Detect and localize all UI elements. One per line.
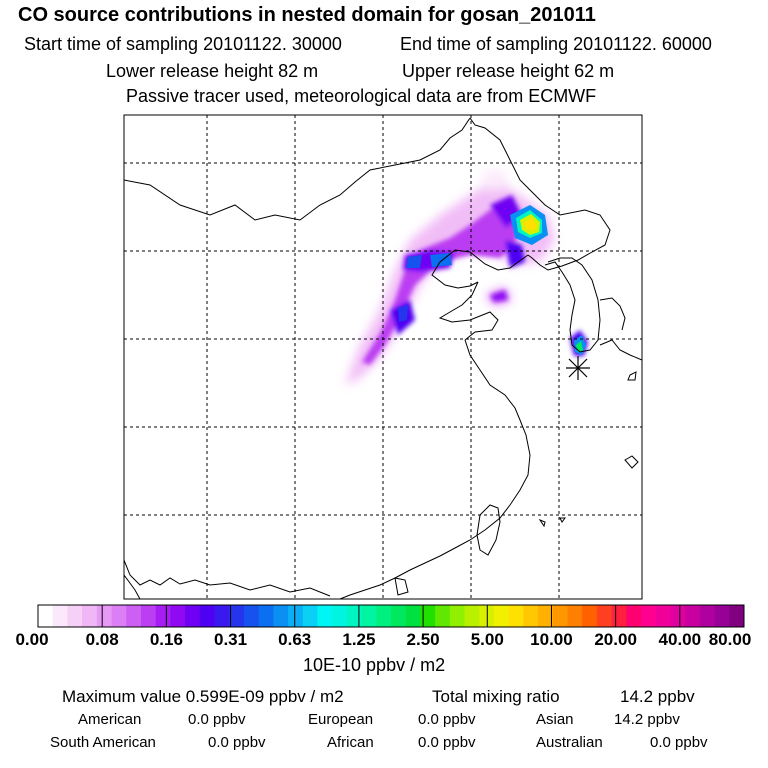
legend-color-cell bbox=[67, 605, 82, 627]
total-mixing-ratio-value: 14.2 ppbv bbox=[620, 687, 695, 707]
legend-color-cell bbox=[670, 605, 685, 627]
legend-tick-label: 80.00 bbox=[709, 630, 752, 650]
legend-color-cell bbox=[568, 605, 583, 627]
legend-color-cell bbox=[553, 605, 568, 627]
receptor-marker bbox=[566, 356, 590, 380]
lat-lon-grid bbox=[124, 115, 642, 599]
region-value-asian: 14.2 ppbv bbox=[614, 711, 680, 728]
legend-color-cell bbox=[450, 605, 465, 627]
legend-color-cell bbox=[391, 605, 406, 627]
legend-color-cell bbox=[215, 605, 230, 627]
legend-tick-label: 0.63 bbox=[278, 630, 311, 650]
legend-color-cell bbox=[303, 605, 318, 627]
maximum-value: Maximum value 0.599E-09 ppbv / m2 bbox=[62, 687, 344, 707]
region-name-south-american: South American bbox=[50, 734, 156, 751]
legend-color-cell bbox=[700, 605, 715, 627]
region-value-american: 0.0 ppbv bbox=[188, 711, 246, 728]
legend-color-cell bbox=[435, 605, 450, 627]
map-domain bbox=[124, 115, 642, 599]
region-value-african: 0.0 ppbv bbox=[418, 734, 476, 751]
legend-color-cell bbox=[259, 605, 274, 627]
legend-color-cell bbox=[582, 605, 597, 627]
legend-tick-label: 0.31 bbox=[214, 630, 247, 650]
legend-tick-label: 10.00 bbox=[530, 630, 573, 650]
legend-color-cell bbox=[376, 605, 391, 627]
legend-color-cell bbox=[126, 605, 141, 627]
legend-color-cell bbox=[170, 605, 185, 627]
region-name-african: African bbox=[327, 734, 374, 751]
total-mixing-ratio-label: Total mixing ratio bbox=[432, 687, 560, 707]
legend-color-cell bbox=[362, 605, 377, 627]
legend-color-cell bbox=[626, 605, 641, 627]
region-value-european: 0.0 ppbv bbox=[418, 711, 476, 728]
legend-color-cell bbox=[685, 605, 700, 627]
legend-tick-label: 2.50 bbox=[407, 630, 440, 650]
legend-color-cell bbox=[641, 605, 656, 627]
region-name-asian: Asian bbox=[536, 711, 574, 728]
legend-color-cell bbox=[229, 605, 244, 627]
legend-color-cell bbox=[156, 605, 171, 627]
legend-color-cell bbox=[332, 605, 347, 627]
legend-color-cell bbox=[523, 605, 538, 627]
legend-color-cell bbox=[494, 605, 509, 627]
legend-color-cell bbox=[656, 605, 671, 627]
legend-color-cell bbox=[244, 605, 259, 627]
concentration-plume bbox=[345, 168, 588, 385]
legend-tick-label: 0.00 bbox=[15, 630, 48, 650]
legend-color-cell bbox=[112, 605, 127, 627]
legend-tick-label: 40.00 bbox=[659, 630, 702, 650]
legend-color-cell bbox=[82, 605, 97, 627]
legend-tick-label: 1.25 bbox=[342, 630, 375, 650]
color-legend bbox=[38, 605, 744, 627]
legend-color-cell bbox=[538, 605, 553, 627]
legend-unit: 10E-10 ppbv / m2 bbox=[303, 655, 445, 676]
coastlines bbox=[124, 118, 642, 599]
map-figure bbox=[0, 0, 768, 768]
legend-color-cell bbox=[288, 605, 303, 627]
legend-color-cell bbox=[347, 605, 362, 627]
region-name-australian: Australian bbox=[536, 734, 603, 751]
legend-color-cell bbox=[465, 605, 480, 627]
legend-color-cell bbox=[317, 605, 332, 627]
region-name-american: American bbox=[78, 711, 141, 728]
legend-tick-label: 20.00 bbox=[594, 630, 637, 650]
legend-color-cell bbox=[715, 605, 730, 627]
legend-color-cell bbox=[97, 605, 112, 627]
legend-color-cell bbox=[729, 605, 744, 627]
legend-tick-label: 0.16 bbox=[150, 630, 183, 650]
legend-color-cell bbox=[612, 605, 627, 627]
region-value-australian: 0.0 ppbv bbox=[650, 734, 708, 751]
legend-color-cell bbox=[509, 605, 524, 627]
legend-color-cell bbox=[38, 605, 53, 627]
legend-color-cell bbox=[141, 605, 156, 627]
legend-color-cell bbox=[53, 605, 68, 627]
legend-color-cell bbox=[597, 605, 612, 627]
legend-color-cell bbox=[200, 605, 215, 627]
legend-tick-label: 5.00 bbox=[471, 630, 504, 650]
legend-color-cell bbox=[273, 605, 288, 627]
legend-color-cell bbox=[185, 605, 200, 627]
legend-color-cell bbox=[406, 605, 421, 627]
legend-tick-label: 0.08 bbox=[86, 630, 119, 650]
region-name-european: European bbox=[308, 711, 373, 728]
region-value-south-american: 0.0 ppbv bbox=[208, 734, 266, 751]
